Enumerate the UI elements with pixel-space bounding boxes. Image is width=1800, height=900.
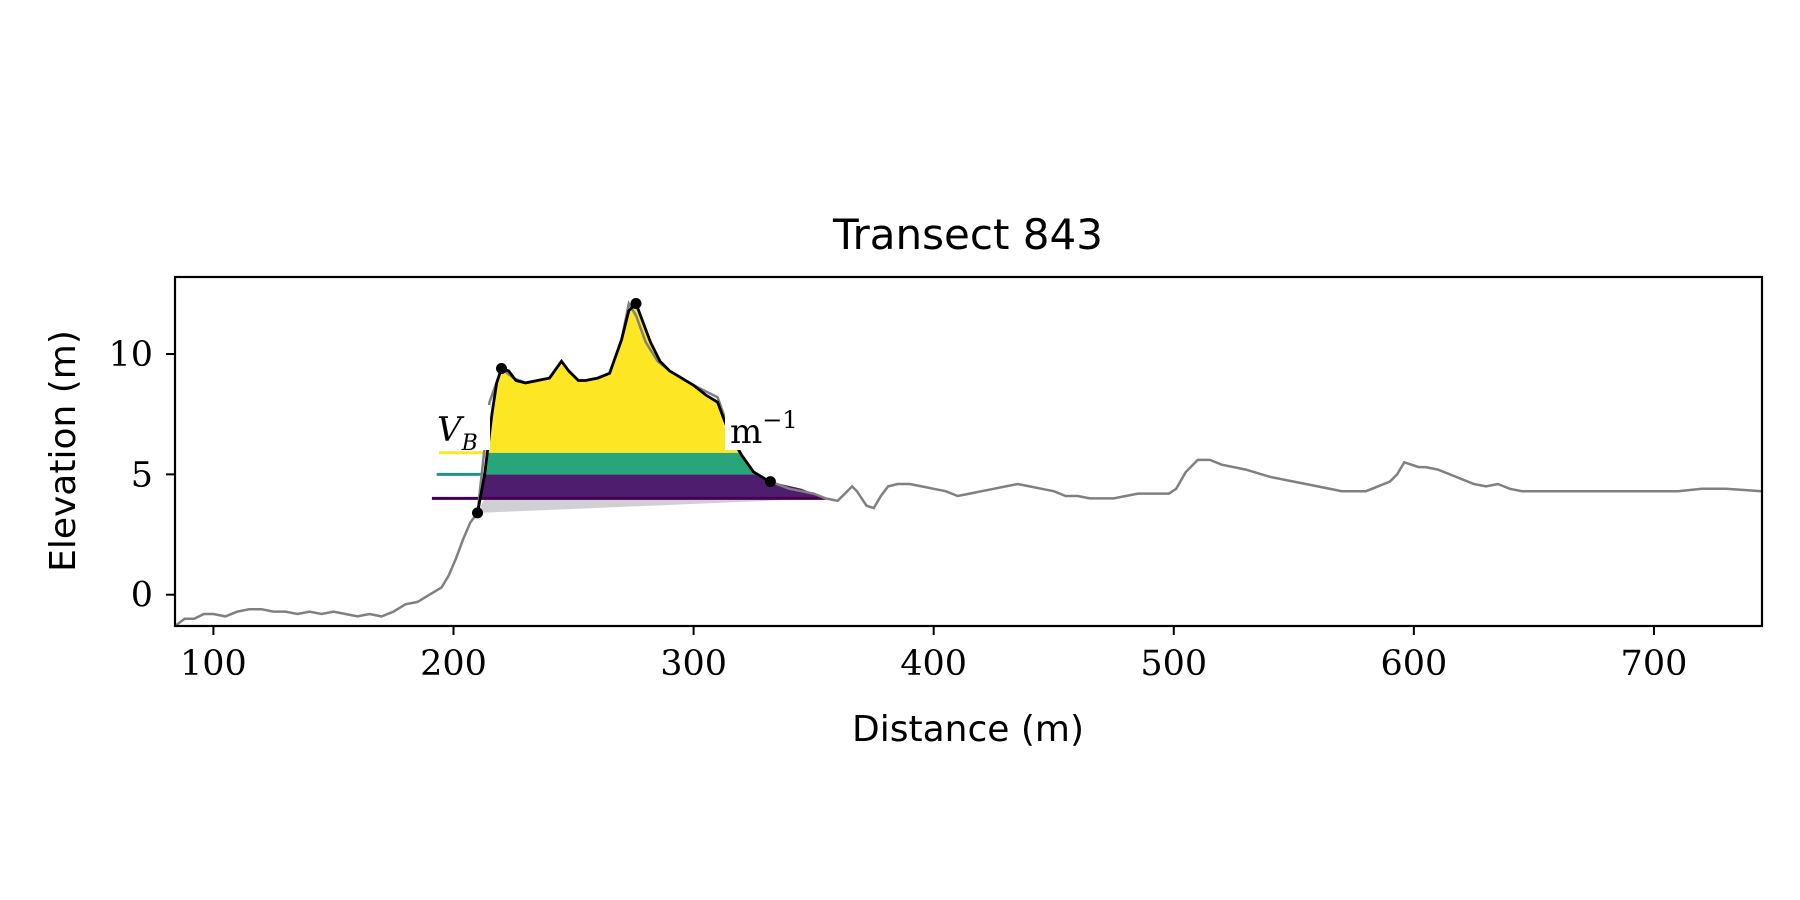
band-fill-upper — [488, 303, 740, 453]
base-fill — [477, 498, 826, 513]
x-tick-label-5: 600 — [1380, 644, 1447, 684]
plot-area — [175, 298, 1762, 626]
profile-line — [175, 300, 1762, 626]
y-tick-label-2: 10 — [108, 335, 153, 375]
x-tick-label-6: 700 — [1621, 644, 1688, 684]
annotation-left-main: V — [437, 410, 465, 450]
y-axis-label: Elevation (m) — [43, 330, 84, 572]
annotation-right-bg — [725, 405, 803, 450]
x-tick-label-0: 100 — [180, 644, 247, 684]
y-tick-label-1: 5 — [131, 455, 153, 495]
annotation-left-text: VB — [437, 410, 478, 456]
annotation-right-main: m — [730, 412, 762, 452]
annotation-left-sub: B — [461, 431, 478, 456]
x-axis-label: Distance (m) — [852, 709, 1084, 750]
key-point-0 — [472, 507, 483, 519]
y-axis-ticks: 0 5 10 — [108, 335, 175, 616]
key-point-3 — [764, 476, 776, 488]
plot-frame — [173, 275, 1764, 628]
annotation-right: m−1 — [725, 405, 803, 452]
dune-outline — [476, 300, 772, 514]
band-fill-middle — [485, 452, 758, 475]
x-tick-label-2: 300 — [660, 644, 727, 684]
x-tick-label-4: 500 — [1140, 644, 1207, 684]
annotation-left: VB — [420, 405, 490, 456]
key-point-1 — [496, 363, 507, 374]
chart-title: Transect 843 — [832, 210, 1103, 259]
x-tick-label-3: 400 — [900, 644, 967, 684]
key-point-2 — [630, 298, 642, 309]
annotation-right-sup: −1 — [762, 406, 797, 434]
key-points — [472, 298, 776, 519]
band-fill-lower — [480, 474, 826, 499]
annotation-right-text: m−1 — [730, 406, 798, 452]
x-axis-ticks: 100 200 300 400 500 600 700 — [180, 626, 1687, 684]
annotation-left-bg — [420, 405, 490, 450]
y-tick-label-0: 0 — [131, 576, 153, 616]
x-tick-label-1: 200 — [420, 644, 487, 684]
volume-fills — [477, 303, 826, 513]
level-lines — [431, 451, 826, 500]
